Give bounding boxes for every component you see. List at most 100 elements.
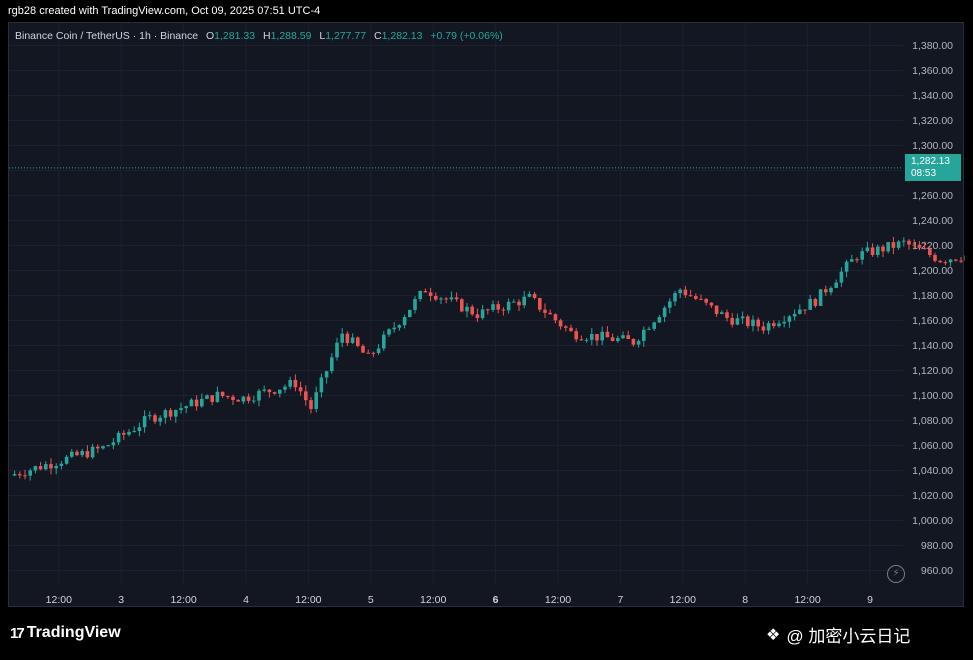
x-tick-label: 7 <box>617 594 623 606</box>
candle-body <box>413 299 417 310</box>
candle-body <box>90 446 95 458</box>
candle-body <box>943 262 948 264</box>
candle-body <box>595 333 599 341</box>
x-tick-label: 12:00 <box>794 594 820 606</box>
y-tick-label: 1,120.00 <box>912 365 953 377</box>
candle-body <box>220 391 225 397</box>
open-label: O <box>206 30 215 42</box>
candle-body <box>434 295 438 300</box>
lightning-icon[interactable]: ⚡ <box>887 565 905 583</box>
candle-body <box>652 322 656 329</box>
candle-body <box>777 323 781 327</box>
candle-body <box>174 410 178 417</box>
candle-body <box>959 260 963 262</box>
candle-body <box>470 306 474 315</box>
high-value: 1,288.59 <box>270 30 312 42</box>
x-tick-label: 12:00 <box>46 594 72 606</box>
candle-body <box>564 326 568 328</box>
candle-body <box>740 316 745 319</box>
candle-body <box>668 301 672 308</box>
candle-body <box>855 259 859 261</box>
candle-body <box>168 410 173 417</box>
candle-body <box>798 309 802 314</box>
candle-body <box>948 259 953 263</box>
tradingview-logo[interactable]: 17 TradingView <box>10 624 121 642</box>
candle-body <box>772 323 776 327</box>
candle-body <box>922 247 927 250</box>
candle-body <box>142 416 147 428</box>
candle-body <box>18 474 22 476</box>
candle-body <box>813 298 818 306</box>
x-tick-label: 6 <box>493 594 499 606</box>
candle-body <box>657 316 662 323</box>
chart-caption: rgb28 created with TradingView.com, Oct … <box>8 5 321 17</box>
candle-body <box>917 244 922 248</box>
candle-body <box>584 339 589 341</box>
candle-body <box>881 246 885 252</box>
candle-body <box>330 357 334 372</box>
candle-body <box>408 309 412 318</box>
candle-body <box>730 318 734 325</box>
candle-body <box>246 396 251 401</box>
candle-body <box>834 282 838 288</box>
candle-body <box>54 466 58 469</box>
candle-body <box>163 410 168 418</box>
candle-body <box>475 314 480 319</box>
candle-body <box>964 255 965 261</box>
candle-body <box>829 287 833 293</box>
candle-body <box>865 247 870 252</box>
y-tick-label: 1,180.00 <box>912 290 953 302</box>
candle-body <box>709 302 714 306</box>
close-label: C <box>374 30 382 42</box>
candle-body <box>626 335 630 339</box>
candle-body <box>694 296 698 299</box>
candle-body <box>314 392 318 409</box>
candle-body <box>44 464 48 470</box>
candle-body <box>642 329 646 341</box>
candle-body <box>569 327 573 332</box>
watermark-text: @ 加密小云日记 <box>786 627 911 646</box>
y-tick-label: 1,000.00 <box>912 515 953 527</box>
candle-body <box>205 395 209 399</box>
candle-body <box>850 259 854 262</box>
candle-body <box>522 296 526 306</box>
candlestick-chart[interactable]: 1,380.00 1,360.00 1,340.00 1,320.00 1,300.00… <box>9 23 965 608</box>
candle-body <box>933 254 937 261</box>
candle-body <box>610 337 615 341</box>
candle-body <box>137 427 142 431</box>
chart-frame[interactable]: 1,380.00 1,360.00 1,340.00 1,320.00 1,300.00… <box>8 22 965 608</box>
candle-body <box>397 325 402 328</box>
y-tick-label: 1,040.00 <box>912 465 953 477</box>
candle-body <box>340 333 344 343</box>
y-tick-label: 1,380.00 <box>912 40 953 52</box>
candle-body <box>309 400 313 409</box>
x-tick-label: 4 <box>243 594 249 606</box>
candle-body <box>278 389 282 394</box>
last-price-tag: 1,282.13 08:53 <box>905 154 961 181</box>
candle-body <box>127 431 131 435</box>
candle-body <box>616 338 620 341</box>
candle-body <box>304 391 308 401</box>
candle-body <box>324 371 329 378</box>
candle-body <box>64 456 69 464</box>
x-tick-label: 12:00 <box>295 594 321 606</box>
candle-body <box>319 377 324 393</box>
x-tick-label: 12:00 <box>420 594 446 606</box>
candle-body <box>392 327 396 330</box>
y-tick-label: 1,300.00 <box>912 140 953 152</box>
candle-body <box>215 391 220 402</box>
candle-body <box>210 395 214 402</box>
candle-body <box>928 249 932 255</box>
candle-body <box>782 321 786 324</box>
candle-body <box>33 466 38 471</box>
candle-body <box>194 399 199 407</box>
y-tick-label: 1,020.00 <box>912 490 953 502</box>
candle-body <box>236 400 240 402</box>
candle-body <box>808 298 812 310</box>
binance-diamond-icon: ❖ <box>766 626 781 644</box>
candle-body <box>153 415 157 422</box>
candle-body <box>527 293 532 297</box>
y-tick-label: 1,360.00 <box>912 65 953 77</box>
candle-body <box>122 432 126 435</box>
candle-body <box>891 242 896 248</box>
